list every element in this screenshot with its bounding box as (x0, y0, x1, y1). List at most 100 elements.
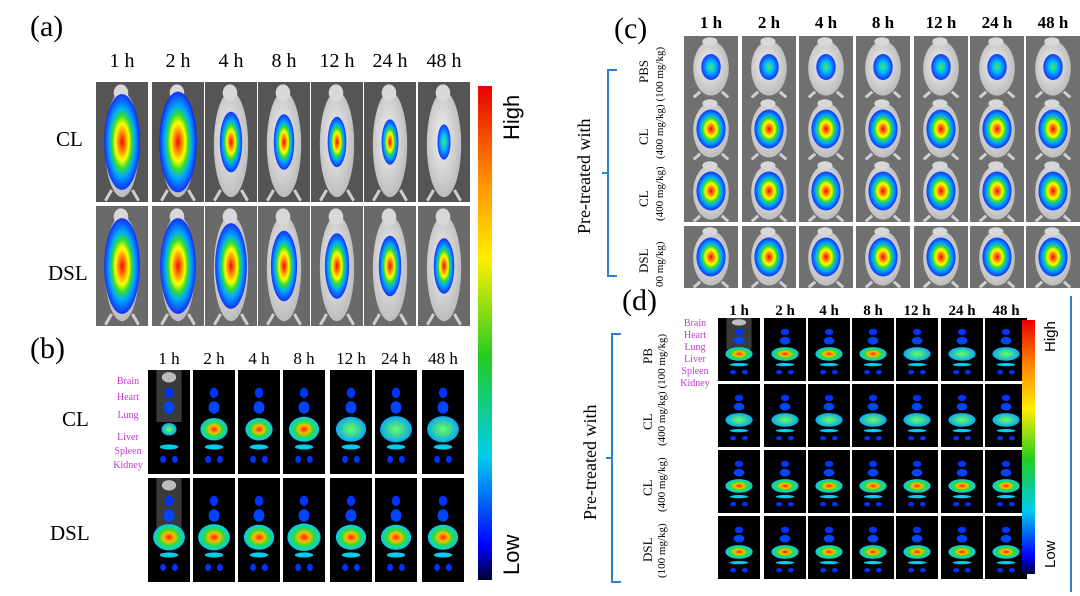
panel-a-row-cl: CL (56, 127, 83, 151)
panel-c-mouse-image (856, 226, 910, 288)
panel-c-row-dose: (400 mg/kg) (654, 166, 666, 221)
panel-b-time-1: 2 h (203, 349, 225, 368)
panel-c-label: (c) (614, 12, 648, 45)
panel-b-organ-image (238, 370, 280, 474)
panel-d-label: (d) (622, 284, 657, 317)
panel-d-organ-image (718, 516, 760, 579)
panel-b-organ-image (193, 370, 235, 474)
panel-b-organ-image (375, 370, 417, 474)
panel-d-organ-image (852, 318, 894, 381)
panel-c-row-label: CL (636, 128, 651, 145)
panel-c-time-2: 4 h (814, 13, 838, 32)
panel-c-row-dose: 00 mg/kg) (654, 241, 666, 287)
panel-d-organ-image (985, 318, 1027, 381)
panel-b-organ-image (330, 370, 372, 474)
panel-a-mouse-image (258, 206, 310, 326)
panel-d-organ-image (808, 450, 850, 513)
panel-b-organ-image (422, 370, 464, 474)
panel-a-mouse-image (311, 82, 363, 202)
panel-d-right-border (1070, 296, 1072, 592)
panel-a-mouse-image (152, 206, 204, 326)
panel-d-time-6: 48 h (992, 303, 1020, 319)
panel-d-organ-label: Heart (683, 330, 707, 341)
panel-d-row-dose: (400 mg/kg) (656, 457, 668, 512)
panel-b-organ-image (148, 478, 190, 582)
panel-c-mouse-image (799, 98, 853, 160)
panel-c-mouse-image (1026, 160, 1080, 222)
panel-d-pretreated-label: Pre-treated with (580, 404, 600, 520)
panel-c-mouse-image (742, 226, 796, 288)
panel-c-mouse-image (742, 160, 796, 222)
panel-c-row-label: CL (636, 190, 651, 207)
panel-d-organ-label: Kidney (680, 378, 710, 389)
panel-d-row-dose: (400 mg/kg) (100 mg/kg) (656, 333, 668, 446)
main-colorbar-low-label: Low (499, 534, 524, 575)
panel-b-time-2: 4 h (248, 349, 270, 368)
panel-c-mouse-image (856, 160, 910, 222)
panel-d-row-label: CL (640, 479, 655, 496)
panel-d-bracket (606, 333, 621, 583)
panel-d-time-4: 12 h (903, 303, 931, 319)
panel-a-mouse-image (364, 82, 416, 202)
panel-c-time-4: 12 h (925, 13, 957, 32)
panel-a-time-1: 2 h (165, 50, 191, 72)
panel-d-organ-image (941, 516, 983, 579)
panel-d-organ-image (764, 450, 806, 513)
panel-c-row-label: PBS (636, 59, 651, 83)
panel-d-organ-image (852, 516, 894, 579)
panel-b-organ-label: Heart (116, 392, 140, 403)
panel-b-organ-label: Kidney (113, 460, 143, 471)
panel-d-row-label: DSL (640, 537, 655, 562)
panel-c-mouse-image (684, 226, 738, 288)
panel-b-organ-label: Liver (117, 432, 139, 443)
panel-b-organ-label: Brain (116, 376, 140, 387)
panel-a-row-dsl: DSL (48, 261, 88, 285)
panel-d-organ-image (896, 384, 938, 447)
panel-b-time-3: 8 h (293, 349, 315, 368)
panel-d-organ-image (985, 450, 1027, 513)
panel-a-mouse-image (258, 82, 310, 202)
panel-d-organ-label: Lung (684, 342, 706, 353)
panel-c-mouse-image (856, 36, 910, 98)
panel-b-time-0: 1 h (158, 349, 180, 368)
panel-d-time-1: 2 h (775, 303, 795, 319)
panel-a-mouse-image (152, 82, 204, 202)
panel-b-row-cl: CL (62, 407, 89, 431)
panel-b-organ-image (283, 478, 325, 582)
panel-c-mouse-image (914, 36, 968, 98)
panel-d-organ-label: Spleen (681, 366, 709, 377)
panel-b-organ-image (330, 478, 372, 582)
panel-b-row-dsl: DSL (50, 521, 90, 545)
panel-c-pretreated-label: Pre-treated with (574, 118, 594, 234)
panel-a-mouse-image (96, 82, 148, 202)
panel-a-time-0: 1 h (109, 50, 135, 72)
panel-a-label: (a) (30, 10, 64, 43)
panel-a-time-4: 12 h (319, 50, 355, 72)
panel-c-mouse-image (1026, 36, 1080, 98)
panel-c-mouse-image (684, 36, 738, 98)
panel-a-mouse-image (311, 206, 363, 326)
panel-a-mouse-image (418, 206, 470, 326)
panel-d-organ-image (941, 318, 983, 381)
panel-c-mouse-image (970, 226, 1024, 288)
panel-d-colorbar (1022, 320, 1035, 574)
panel-a-mouse-image (418, 82, 470, 202)
panel-d-colorbar-high-label: High (1042, 321, 1059, 352)
panel-b-time-4: 12 h (336, 349, 366, 368)
panel-c-mouse-image (684, 98, 738, 160)
panel-a-mouse-image (364, 206, 416, 326)
panel-a-mouse-image (205, 82, 257, 202)
panel-d-organ-image (718, 450, 760, 513)
panel-a-time-6: 48 h (426, 50, 462, 72)
panel-a-time-2: 4 h (218, 50, 244, 72)
panel-a-mouse-image (205, 206, 257, 326)
panel-d-organ-image (764, 318, 806, 381)
panel-a-mouse-image (96, 206, 148, 326)
panel-c-time-5: 24 h (981, 13, 1013, 32)
panel-a-time-3: 8 h (271, 50, 297, 72)
panel-b-organ-image (238, 478, 280, 582)
panel-b-label: (b) (30, 332, 65, 365)
panel-b-organ-label: Lung (117, 410, 139, 421)
panel-d-organ-image (808, 384, 850, 447)
panel-c-mouse-image (799, 160, 853, 222)
